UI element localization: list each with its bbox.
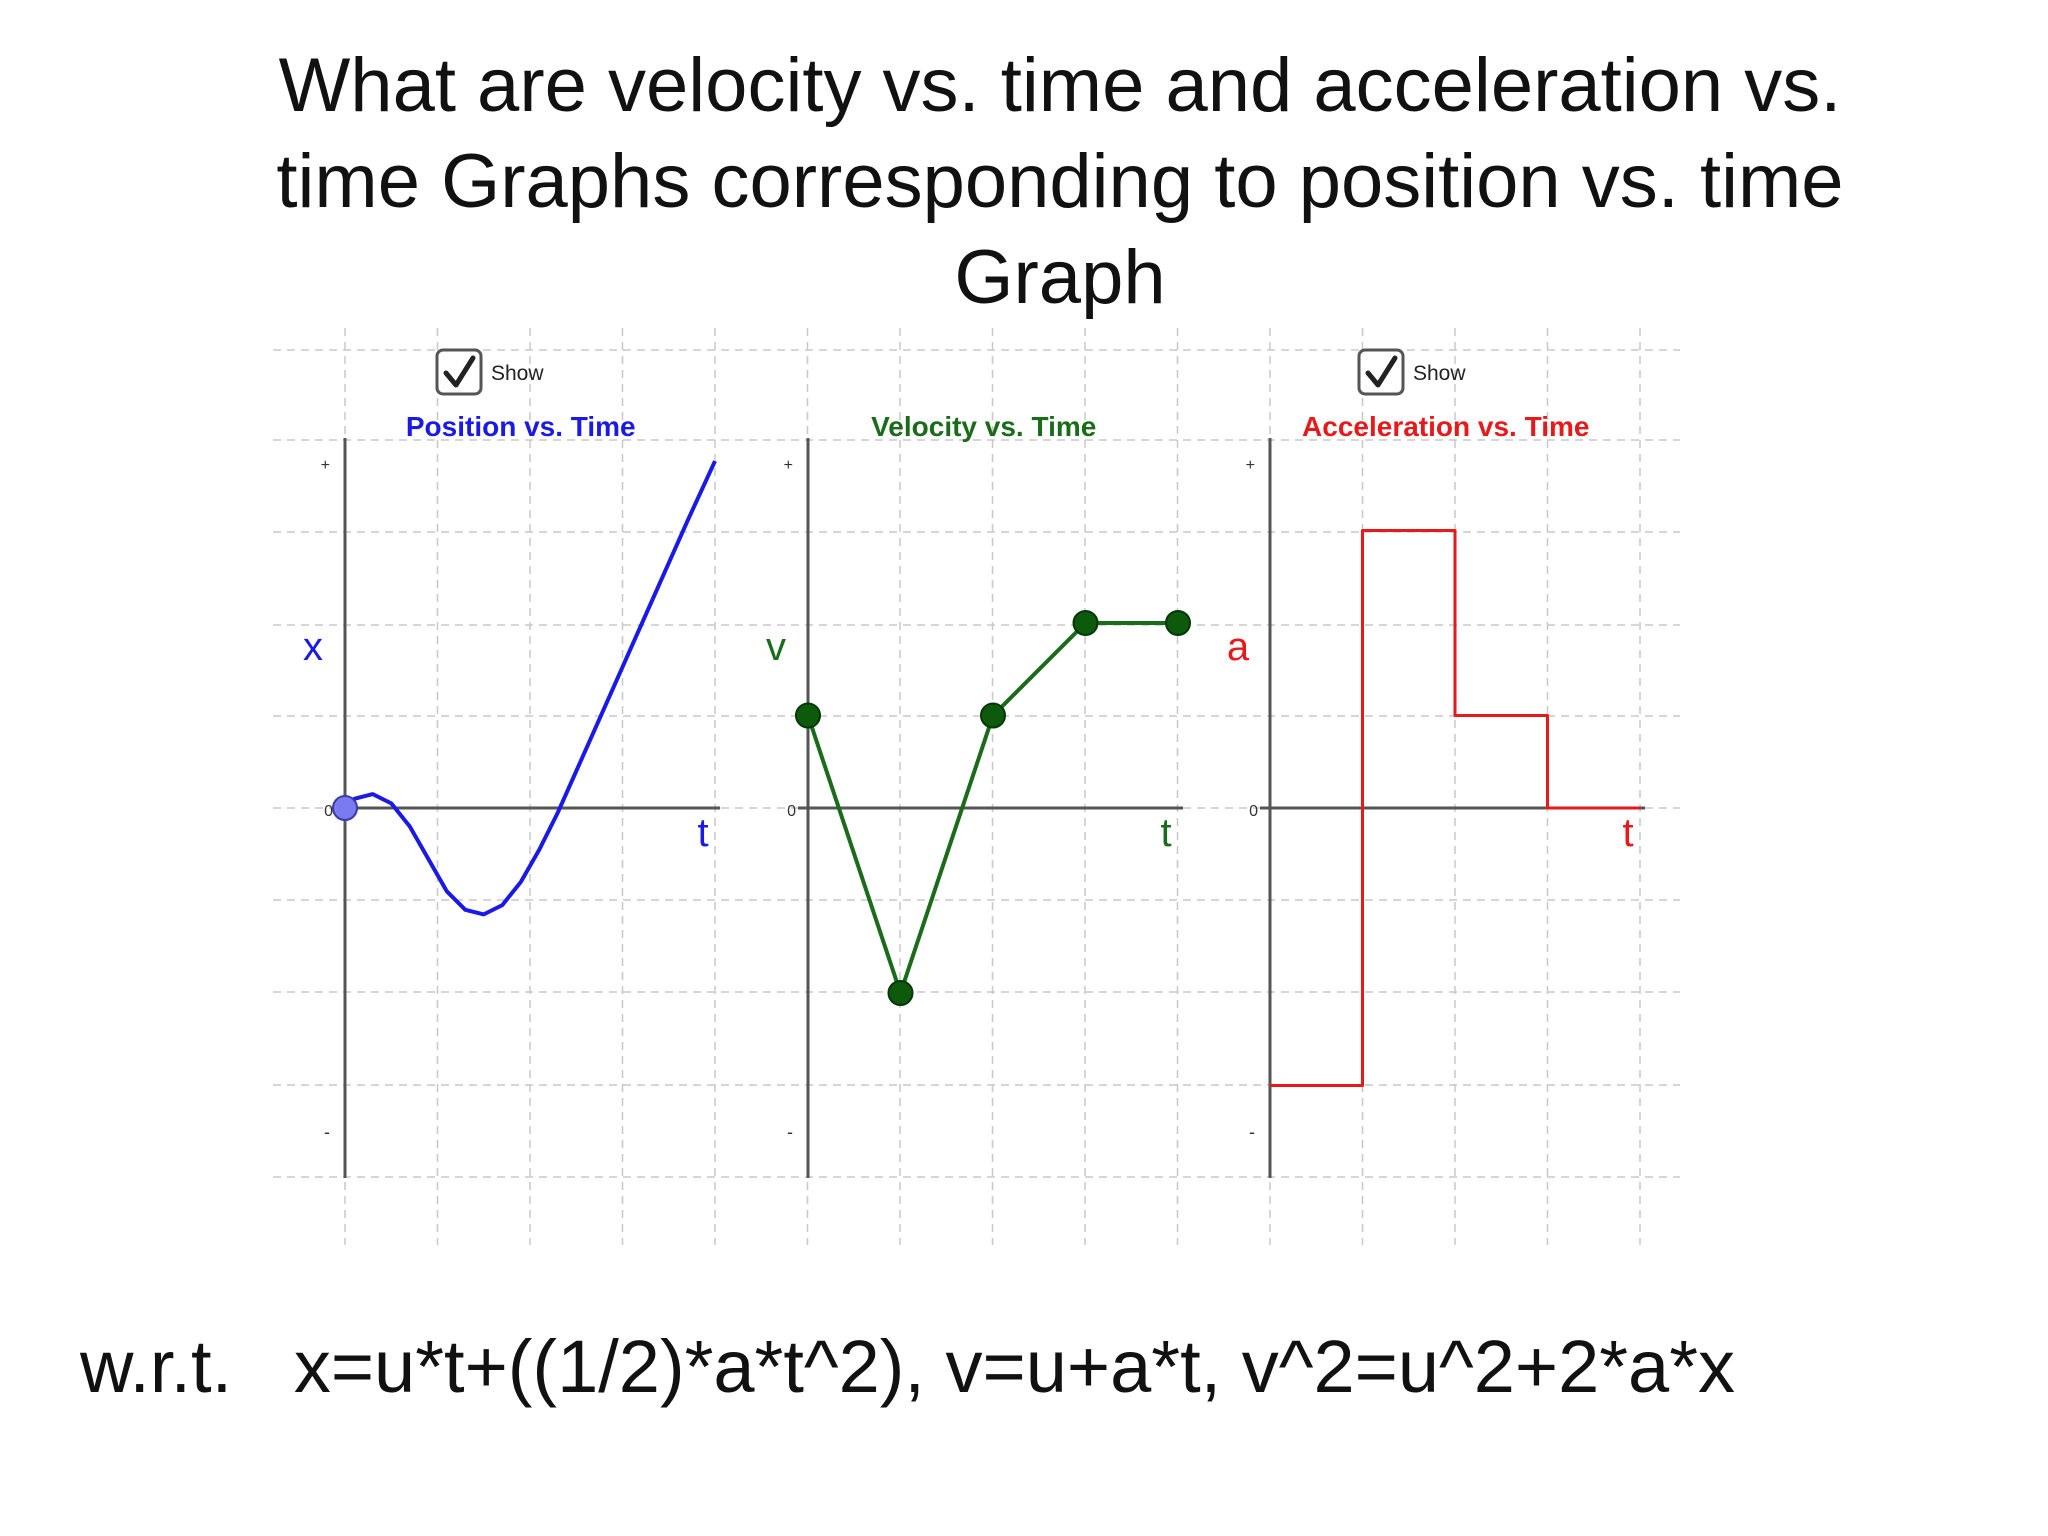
position-tick-zero: 0 <box>324 803 333 820</box>
position-y-label: x <box>303 625 323 669</box>
checkmark-icon <box>443 355 476 388</box>
velocity-point[interactable] <box>1165 610 1191 636</box>
slide-title: What are velocity vs. time and accelerat… <box>230 38 1890 326</box>
velocity-point[interactable] <box>980 702 1006 729</box>
acceleration-x-label: t <box>1622 811 1633 855</box>
show-checkbox-label: Show <box>491 362 544 385</box>
velocity-point[interactable] <box>795 702 821 729</box>
slide-title-line-2: time Graphs corresponding to position vs… <box>276 139 1844 224</box>
checkmark-icon <box>1365 355 1398 388</box>
slide-title-line-3: Graph <box>954 235 1166 320</box>
position-series-line <box>343 460 717 917</box>
velocity-chart-title: Velocity vs. Time <box>871 411 1096 442</box>
footer-equations-text: x=u*t+((1/2)*a*t^2), v=u+a*t, v^2=u^2+2*… <box>293 1325 1736 1408</box>
show-checkbox-label: Show <box>1413 362 1466 385</box>
velocity-tick-minus: - <box>787 1122 793 1142</box>
footer-prefix: w.r.t. <box>80 1325 233 1408</box>
acceleration-series-line <box>1270 529 1640 1087</box>
velocity-point[interactable] <box>1072 610 1099 636</box>
footer-equations: w.r.t. x=u*t+((1/2)*a*t^2), v=u+a*t, v^2… <box>80 1322 1735 1412</box>
graphs-canvas: +0 - x t Position vs. Time +0 - v t Velocity vs. … <box>273 328 1680 1245</box>
position-tick-minus: - <box>324 1122 330 1142</box>
acceleration-tick-minus: - <box>1249 1122 1255 1142</box>
acceleration-y-label: a <box>1227 625 1250 669</box>
slide-title-line-1: What are velocity vs. time and accelerat… <box>278 43 1842 128</box>
velocity-tick-plus: + <box>784 457 793 474</box>
position-chart-title: Position vs. Time <box>406 411 636 442</box>
velocity-tick-zero: 0 <box>787 803 796 820</box>
acceleration-chart-title: Acceleration vs. Time <box>1302 411 1589 442</box>
position-x-label: t <box>697 811 708 855</box>
acceleration-tick-plus: + <box>1246 457 1255 474</box>
acceleration-tick-zero: 0 <box>1249 803 1258 820</box>
position-start-point[interactable] <box>332 795 358 821</box>
velocity-point[interactable] <box>887 980 914 1006</box>
velocity-y-label: v <box>766 625 786 669</box>
position-tick-plus: + <box>321 457 330 474</box>
velocity-x-label: t <box>1160 811 1171 855</box>
